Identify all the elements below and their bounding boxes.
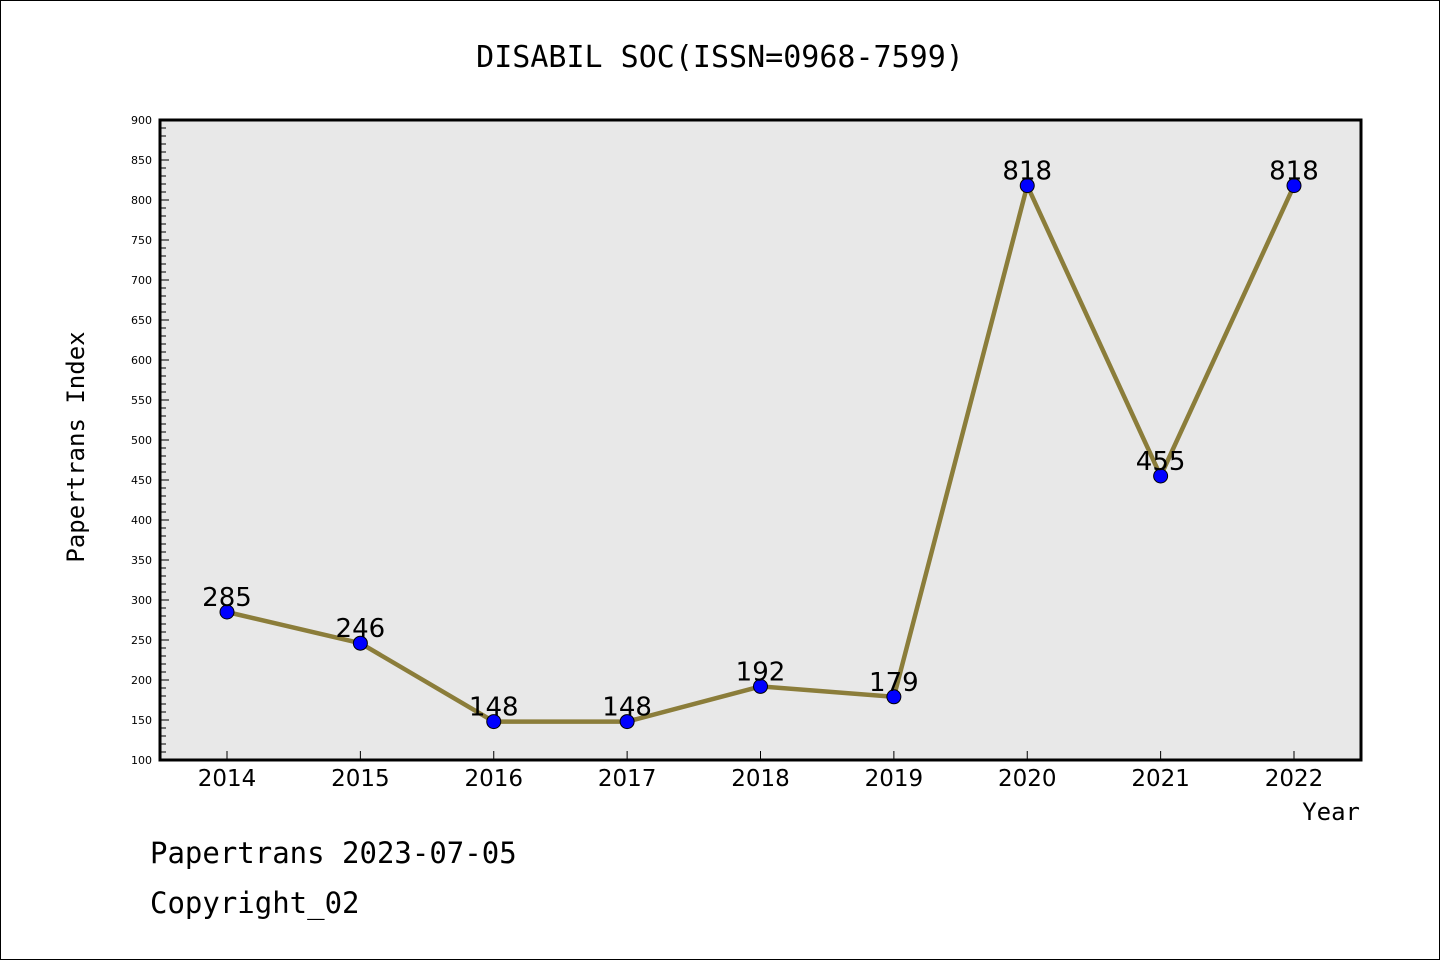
data-label-2017: 148 bbox=[602, 693, 652, 723]
data-point-2019 bbox=[886, 689, 902, 705]
data-point-2017 bbox=[619, 714, 635, 730]
data-point-2016 bbox=[486, 714, 502, 730]
y-tick-label: 150 bbox=[131, 714, 152, 727]
y-tick-label: 300 bbox=[131, 594, 152, 607]
data-point-2020 bbox=[1019, 178, 1035, 194]
data-point-2021 bbox=[1153, 468, 1169, 484]
data-label-2015: 246 bbox=[336, 614, 386, 644]
plot-area bbox=[160, 120, 1361, 760]
data-label-2020: 818 bbox=[1002, 157, 1052, 187]
data-label-2018: 192 bbox=[736, 657, 786, 687]
data-label-2016: 148 bbox=[469, 693, 519, 723]
data-label-2014: 285 bbox=[202, 583, 252, 613]
y-tick-label: 900 bbox=[131, 114, 152, 127]
x-tick-label: 2021 bbox=[1131, 766, 1190, 792]
y-axis-label: Papertrans Index bbox=[62, 331, 90, 562]
chart-title: DISABIL SOC(ISSN=0968-7599) bbox=[476, 40, 964, 75]
data-point-2018 bbox=[753, 678, 768, 694]
plot-border bbox=[158, 118, 1363, 762]
x-tick-label: 2018 bbox=[731, 766, 790, 792]
y-tick-label: 250 bbox=[131, 634, 152, 647]
y-tick-label: 650 bbox=[131, 314, 152, 327]
y-tick-label: 850 bbox=[131, 154, 152, 167]
data-label-2022: 818 bbox=[1269, 157, 1319, 187]
footer-date: Papertrans 2023-07-05 bbox=[150, 836, 517, 870]
y-tick-label: 500 bbox=[131, 434, 152, 447]
x-tick-label: 2016 bbox=[464, 766, 523, 792]
data-label-2021: 455 bbox=[1136, 447, 1186, 477]
footer-copyright: Copyright_02 bbox=[150, 886, 360, 920]
x-tick-label: 2015 bbox=[331, 766, 390, 792]
y-tick-label: 750 bbox=[131, 234, 152, 247]
y-tick-label: 350 bbox=[131, 554, 152, 567]
y-tick-label: 200 bbox=[131, 674, 152, 687]
x-tick-label: 2022 bbox=[1265, 766, 1324, 792]
y-tick-label: 400 bbox=[131, 514, 152, 527]
y-tick-label: 800 bbox=[131, 194, 152, 207]
data-point-2014 bbox=[219, 604, 235, 620]
x-axis-label: Year bbox=[1302, 798, 1360, 826]
y-tick-label: 450 bbox=[131, 474, 152, 487]
x-tick-label: 2014 bbox=[198, 766, 257, 792]
data-point-2022 bbox=[1286, 178, 1302, 194]
y-tick-label: 600 bbox=[131, 354, 152, 367]
x-tick-label: 2017 bbox=[598, 766, 657, 792]
y-tick-label: 700 bbox=[131, 274, 152, 287]
x-tick-label: 2019 bbox=[865, 766, 924, 792]
y-tick-label: 550 bbox=[131, 394, 152, 407]
x-tick-label: 2020 bbox=[998, 766, 1057, 792]
data-point-2015 bbox=[352, 635, 368, 651]
y-tick-label: 100 bbox=[131, 754, 152, 767]
data-label-2019: 179 bbox=[869, 668, 919, 698]
